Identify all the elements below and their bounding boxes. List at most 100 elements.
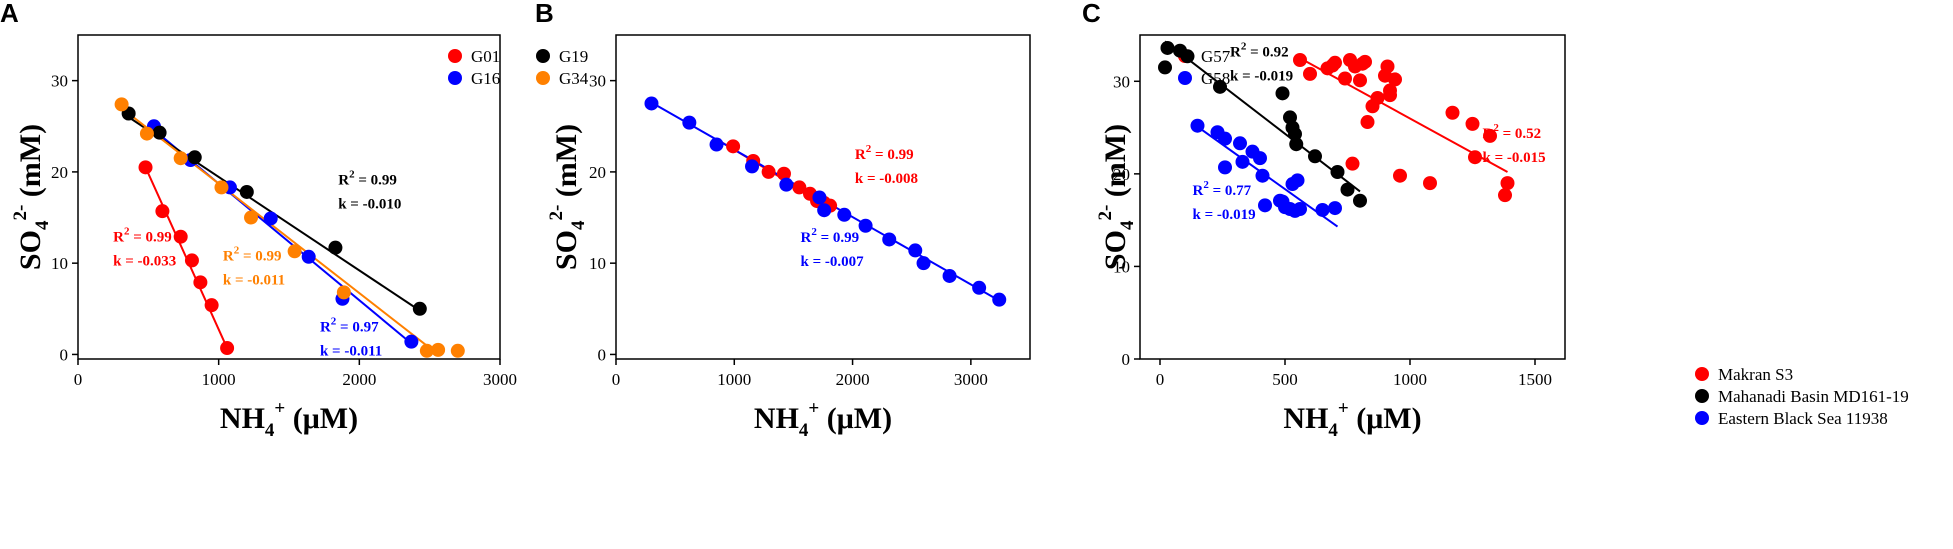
panel-c-series-makran-s3-point bbox=[1380, 59, 1395, 74]
panel-a-series-g34-point bbox=[336, 285, 351, 300]
panel-a-y-tick-label: 20 bbox=[51, 163, 68, 182]
panel-c-series-eastern-black-sea-11938-point bbox=[1235, 154, 1250, 169]
panel-a-series-g19-point bbox=[412, 301, 427, 316]
panel-a-legend-label-g16: G16 bbox=[471, 69, 500, 88]
panel-a-y-tick-label: 10 bbox=[51, 254, 68, 273]
panel-c-y-tick-label: 0 bbox=[1122, 350, 1131, 369]
panel-b-x-tick-label: 3000 bbox=[954, 370, 988, 389]
panel-a-y-tick-label: 0 bbox=[60, 345, 69, 364]
panel-c-series-eastern-black-sea-11938-point bbox=[1218, 131, 1232, 146]
panel-c-series-makran-s3-point bbox=[1328, 55, 1342, 70]
panel-c-legend-label-eastern-black-sea-11938: Eastern Black Sea 11938 bbox=[1718, 409, 1888, 428]
panel-c-series-eastern-black-sea-11938-point bbox=[1190, 118, 1205, 133]
panel-a: 0 1000 2000 3000 0 10 20 30 A NH4+ (μM) SO42- (mM)… bbox=[0, 0, 589, 441]
panel-c-series-mahanadi-basin-md161-19-point bbox=[1288, 127, 1302, 142]
panel-c-r2-annotation: R2 = 0.92 bbox=[1230, 40, 1289, 60]
panel-c-series-eastern-black-sea-11938-point bbox=[1328, 201, 1342, 216]
panel-a-r2-annotation: R2 = 0.97 bbox=[320, 316, 379, 336]
panel-b-x-tick-label: 1000 bbox=[717, 370, 751, 389]
panel-c-series-mahanadi-basin-md161-19-point bbox=[1330, 165, 1345, 180]
panel-c-series-makran-s3-point bbox=[1345, 156, 1360, 171]
panel-a-slope-annotation: k = -0.011 bbox=[320, 344, 382, 360]
panel-c-series-eastern-black-sea-11938-point bbox=[1290, 173, 1305, 188]
panel-b-legend-label-g57: G57 bbox=[1201, 47, 1231, 66]
panel-c-series-eastern-black-sea-11938-point bbox=[1218, 160, 1232, 175]
panel-c-series-makran-s3-point bbox=[1303, 66, 1317, 81]
panel-c-x-tick-label: 0 bbox=[1156, 370, 1165, 389]
panel-c-series-makran-s3-point bbox=[1468, 150, 1482, 165]
panel-a-r2-annotation: R2 = 0.99 bbox=[223, 244, 282, 264]
panel-c-series-mahanadi-basin-md161-19-point bbox=[1275, 86, 1290, 101]
panel-b-series-g58-point bbox=[916, 256, 931, 271]
panel-b-series-g58-point bbox=[817, 203, 832, 218]
panel-a-series-g34-point bbox=[419, 343, 434, 358]
panel-c-series-mahanadi-basin-md161-19-point bbox=[1160, 40, 1175, 55]
panel-a-plot-frame bbox=[77, 34, 501, 360]
panel-b-series-g58-point bbox=[779, 177, 794, 192]
panel-a-series-g19-point bbox=[152, 125, 167, 140]
panel-c-series-makran-s3-point bbox=[1383, 88, 1397, 103]
panel-a-slope-annotation: k = -0.033 bbox=[113, 253, 176, 269]
panel-c-y-tick-label: 10 bbox=[1113, 257, 1130, 276]
panel-a-series-g01-point bbox=[204, 298, 219, 313]
panel-a-series-g34-point bbox=[431, 342, 446, 357]
panel-a-series-g34-point bbox=[173, 151, 188, 166]
panel-b-x-tick-label: 0 bbox=[612, 370, 621, 389]
panel-c-series-makran-s3-point bbox=[1483, 128, 1497, 143]
panel-a-series-g19-point bbox=[239, 184, 254, 199]
panel-b-series-g58-point bbox=[812, 190, 827, 205]
panel-c-series-makran-s3-point bbox=[1498, 188, 1512, 203]
panel-c-slope-annotation: k = -0.019 bbox=[1193, 207, 1256, 223]
panel-a-legend-marker-g19 bbox=[536, 49, 550, 63]
panel-b-series-g57-point bbox=[726, 139, 741, 154]
panel-b-series-g58-point bbox=[858, 218, 873, 233]
panel-b-slope-annotation: k = -0.008 bbox=[855, 171, 918, 187]
panel-c-series-eastern-black-sea-11938-point bbox=[1233, 136, 1247, 151]
panel-c-series-makran-s3-point bbox=[1360, 115, 1375, 130]
panel-c-legend-label-makran-s3: Makran S3 bbox=[1718, 365, 1793, 384]
panel-a-series-g01-point bbox=[184, 253, 199, 268]
panel-c-legend-marker-eastern-black-sea-11938 bbox=[1695, 411, 1709, 425]
panel-c-series-eastern-black-sea-11938-point bbox=[1315, 202, 1330, 217]
panel-c-label: C bbox=[1082, 0, 1101, 28]
panel-c-plot-frame bbox=[1139, 34, 1566, 360]
panel-b-series-g57-point bbox=[776, 166, 791, 181]
panel-a-series-g34-point bbox=[450, 343, 465, 358]
panel-a-legend-label-g01: G01 bbox=[471, 47, 500, 66]
panel-b-y-tick-label: 10 bbox=[589, 254, 606, 273]
panel-b-x-tick-label: 2000 bbox=[836, 370, 870, 389]
panel-b-plot-frame bbox=[615, 34, 1031, 360]
panel-c-series-makran-s3-point bbox=[1338, 71, 1352, 86]
panel-c-series-eastern-black-sea-11938-point bbox=[1253, 151, 1267, 166]
panel-c-series-makran-s3-point bbox=[1358, 54, 1372, 69]
panel-c-series-mahanadi-basin-md161-19-point bbox=[1353, 193, 1367, 208]
panel-b-series-g58-point bbox=[972, 280, 987, 295]
panel-c-r2-annotation: R2 = 0.52 bbox=[1483, 122, 1542, 142]
panel-c-series-makran-s3-point bbox=[1293, 52, 1307, 67]
panel-a-legend-label-g19: G19 bbox=[559, 47, 588, 66]
panel-a-series-g16-point bbox=[263, 211, 278, 226]
panel-c-series-eastern-black-sea-11938-point bbox=[1258, 198, 1272, 213]
panel-c-legend-label-mahanadi-basin-md161-19: Mahanadi Basin MD161-19 bbox=[1718, 387, 1909, 406]
panel-a-r2-annotation: R2 = 0.99 bbox=[113, 225, 172, 245]
panel-c-series-makran-s3-point bbox=[1370, 90, 1385, 105]
panel-b-series-g58-point bbox=[745, 159, 760, 174]
panel-c-y-tick-label: 20 bbox=[1113, 165, 1130, 184]
panel-a-legend-marker-g16 bbox=[448, 71, 462, 85]
panel-c-series-makran-s3-point bbox=[1388, 72, 1402, 87]
panel-b-slope-annotation: k = -0.007 bbox=[801, 254, 865, 270]
panel-a-series-g19-point bbox=[187, 150, 202, 165]
panel-a-series-g34-point bbox=[244, 210, 259, 225]
panel-c-series-mahanadi-basin-md161-19-point bbox=[1289, 137, 1304, 152]
panel-b-series-g58-point bbox=[882, 232, 897, 247]
panel-b-legend-marker-g58 bbox=[1178, 71, 1192, 85]
panel-a-x-tick-label: 3000 bbox=[483, 370, 517, 389]
panel-b-series-g57-point bbox=[792, 180, 807, 195]
panel-c-legend-marker-makran-s3 bbox=[1695, 367, 1709, 381]
panel-c-x-tick-label: 1000 bbox=[1393, 370, 1427, 389]
panel-a-series-g01-point bbox=[138, 160, 153, 175]
panel-b-r2-annotation: R2 = 0.99 bbox=[801, 226, 860, 246]
panel-b-series-g58-point bbox=[644, 96, 659, 111]
panel-c-series-mahanadi-basin-md161-19-fit-line bbox=[1164, 40, 1361, 193]
